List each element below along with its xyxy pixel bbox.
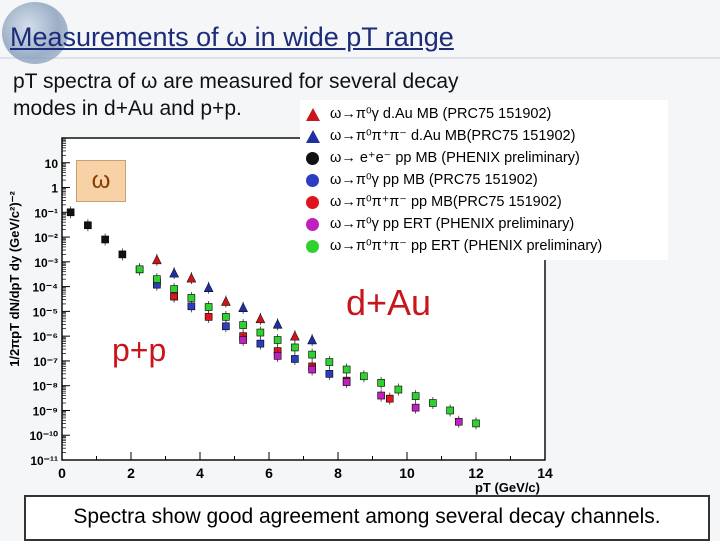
data-point-series-2: [84, 221, 92, 230]
data-point-series-3: [291, 355, 299, 363]
legend-label: ω→π⁰π⁺π⁻ pp ERT (PHENIX preliminary): [330, 238, 603, 254]
data-point-series-5: [454, 417, 463, 426]
university-logo: [2, 2, 68, 64]
data-point-series-6: [256, 328, 265, 337]
y-tick-label: 10⁻⁷: [33, 355, 58, 369]
data-point-series-1: [307, 334, 318, 345]
x-tick-label: 4: [196, 465, 204, 481]
dau-label: d+Au: [340, 282, 438, 324]
legend-marker: [306, 174, 319, 187]
data-point-series-6: [273, 336, 282, 344]
intro-text: pT spectra of ω are measured for several…: [13, 68, 553, 122]
legend-label: ω→π⁰π⁺π⁻ d.Au MB(PRC75 151902): [330, 128, 576, 144]
omega-label: ω: [76, 160, 126, 202]
data-point-series-0: [186, 272, 197, 283]
data-point-series-3: [256, 339, 265, 348]
x-tick-label: 14: [537, 465, 553, 481]
data-point-series-6: [204, 303, 213, 311]
y-tick-label: 10⁻¹: [34, 206, 58, 220]
data-point-series-6: [222, 313, 230, 321]
data-point-series-1: [203, 282, 214, 292]
legend-marker: [306, 240, 319, 253]
x-axis-label: pT (GeV/c): [475, 480, 540, 495]
data-point-series-6: [446, 406, 454, 415]
data-point-series-0: [220, 295, 231, 306]
x-tick-label: 6: [265, 465, 273, 481]
data-point-series-3: [325, 370, 334, 378]
data-point-series-6: [429, 399, 437, 407]
legend-label: ω→π⁰γ d.Au MB (PRC75 151902): [330, 106, 552, 122]
x-tick-label: 8: [334, 465, 342, 481]
y-tick-label: 10⁻⁸: [33, 380, 58, 394]
chart-legend: ω→π⁰γ d.Au MB (PRC75 151902) ω→π⁰π⁺π⁻ d.A…: [300, 100, 668, 260]
data-point-series-6: [394, 385, 403, 394]
legend-marker: [306, 130, 320, 143]
data-point-series-6: [360, 372, 368, 381]
legend-label: ω→π⁰π⁺π⁻ pp MB(PRC75 151902): [330, 194, 562, 210]
data-point-series-6: [170, 285, 178, 293]
y-axis-label: 1/2πpT dN/dpT dy (GeV/c²)⁻²: [7, 190, 22, 366]
data-point-series-5: [239, 336, 247, 344]
y-tick-label: 10⁻⁶: [33, 330, 58, 344]
legend-marker: [306, 196, 319, 209]
data-point-series-6: [187, 294, 196, 302]
data-point-series-4: [385, 394, 394, 403]
data-point-series-5: [377, 391, 385, 400]
x-tick-label: 2: [127, 465, 135, 481]
data-point-series-6: [135, 265, 144, 274]
legend-marker: [306, 152, 319, 165]
data-point-series-4: [204, 313, 213, 321]
data-point-series-5: [411, 403, 420, 412]
data-point-series-0: [255, 313, 266, 324]
data-point-series-6: [153, 275, 161, 283]
y-tick-label: 10⁻⁵: [33, 305, 58, 319]
data-point-series-5: [342, 378, 351, 386]
data-point-series-5: [273, 352, 282, 360]
data-point-series-0: [289, 330, 300, 341]
y-tick-label: 10⁻³: [34, 256, 58, 270]
legend-label: ω→π⁰γ pp ERT (PHENIX preliminary): [330, 216, 575, 232]
x-tick-label: 10: [399, 465, 415, 481]
data-point-series-6: [291, 343, 299, 352]
data-point-series-2: [118, 250, 127, 259]
y-tick-label: 10⁻²: [34, 231, 58, 245]
legend-marker: [306, 218, 319, 231]
data-point-series-0: [151, 254, 162, 265]
data-point-series-6: [308, 350, 316, 359]
data-point-series-2: [101, 235, 109, 244]
data-point-series-6: [239, 321, 247, 329]
data-point-series-6: [325, 358, 334, 366]
x-tick-label: 12: [468, 465, 484, 481]
y-tick-label: 1: [51, 182, 58, 196]
caption-box: Spectra show good agreement among severa…: [24, 495, 710, 541]
y-tick-label: 10: [45, 157, 59, 171]
data-point-series-6: [377, 379, 385, 387]
data-point-series-2: [66, 208, 75, 217]
data-point-series-3: [222, 322, 230, 331]
y-tick-label: 10⁻⁴: [32, 281, 58, 295]
intro-line-1: pT spectra of ω are measured for several…: [13, 70, 459, 93]
data-point-series-1: [272, 318, 283, 329]
intro-line-2: modes in d+Au and p+p.: [13, 97, 242, 120]
legend-label: ω→π⁰γ pp MB (PRC75 151902): [330, 172, 538, 188]
data-point-series-6: [411, 392, 420, 400]
y-tick-label: 10⁻¹¹: [30, 454, 58, 468]
data-point-series-1: [238, 302, 249, 313]
data-point-series-1: [169, 267, 180, 278]
legend-label: ω→ e⁺e⁻ pp MB (PHENIX preliminary): [330, 150, 580, 166]
pp-label: p+p: [112, 332, 167, 368]
data-point-series-5: [308, 365, 316, 374]
data-point-series-6: [342, 365, 351, 374]
slide-title: Measurements of ω in wide pT range: [10, 22, 454, 52]
x-tick-label: 0: [58, 465, 66, 481]
y-tick-label: 10⁻¹⁰: [30, 429, 59, 443]
data-point-series-6: [472, 419, 480, 428]
y-tick-label: 10⁻⁹: [33, 404, 58, 418]
legend-marker: [306, 108, 320, 121]
